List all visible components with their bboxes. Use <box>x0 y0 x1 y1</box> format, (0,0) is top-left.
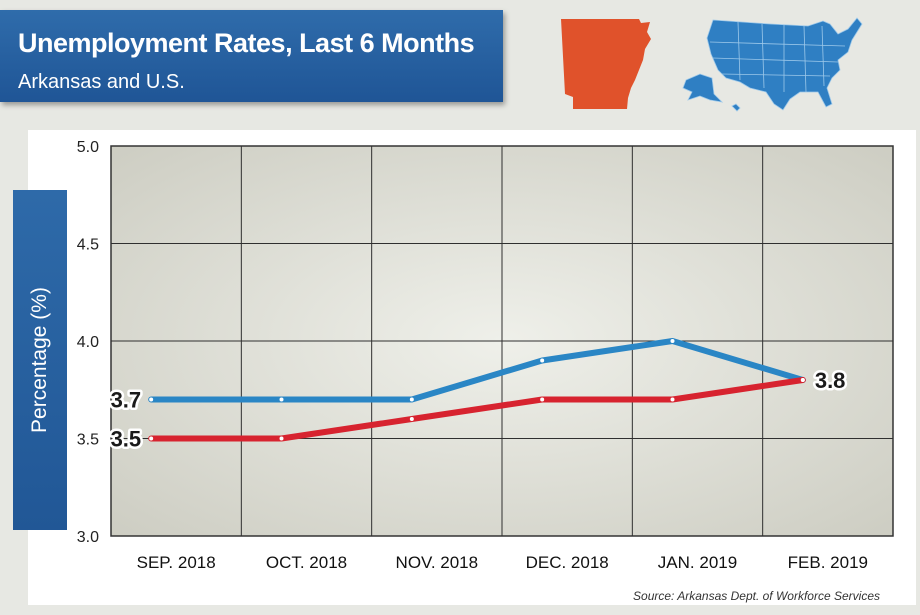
x-tick-label: OCT. 2018 <box>266 553 347 572</box>
data-point <box>149 397 154 402</box>
title-banner: Unemployment Rates, Last 6 Months Arkans… <box>0 10 503 102</box>
y-tick-label: 4.5 <box>77 237 99 254</box>
x-tick-label: SEP. 2018 <box>137 553 216 572</box>
data-point <box>800 378 805 382</box>
chart-subtitle: Arkansas and U.S. <box>18 71 185 93</box>
data-point <box>540 397 545 402</box>
x-tick-label: DEC. 2018 <box>526 553 609 572</box>
data-point <box>279 397 284 402</box>
y-tick-label: 3.0 <box>77 529 99 546</box>
start-label-us: 3.7 <box>111 388 142 413</box>
hawaii-shape <box>731 103 741 112</box>
data-point <box>149 436 154 441</box>
data-point <box>279 436 284 441</box>
data-point <box>409 397 414 402</box>
start-label-arkansas: 3.5 <box>111 427 142 452</box>
y-tick-label: 5.0 <box>77 139 99 156</box>
series-line-arkansas <box>148 377 806 442</box>
x-tick-label: NOV. 2018 <box>396 553 479 572</box>
x-tick-label: FEB. 2019 <box>788 553 868 572</box>
alaska-shape <box>682 73 724 103</box>
us-map-icon <box>682 17 863 112</box>
series-line-us <box>148 338 806 403</box>
y-tick-label: 4.0 <box>77 334 99 351</box>
source-note: Source: Arkansas Dept. of Workforce Serv… <box>633 589 880 603</box>
data-point <box>670 339 675 343</box>
x-tick-label: JAN. 2019 <box>658 553 737 572</box>
data-point <box>409 417 414 421</box>
data-point <box>540 358 545 363</box>
data-point <box>670 397 675 402</box>
y-tick-label: 3.5 <box>77 432 99 449</box>
arkansas-map-icon <box>561 19 651 109</box>
chart-title: Unemployment Rates, Last 6 Months <box>18 28 475 58</box>
arkansas-shape <box>561 19 651 109</box>
y-axis-label-bar <box>13 190 67 530</box>
us-mainland-shape <box>706 17 863 111</box>
end-label: 3.8 <box>815 368 846 393</box>
